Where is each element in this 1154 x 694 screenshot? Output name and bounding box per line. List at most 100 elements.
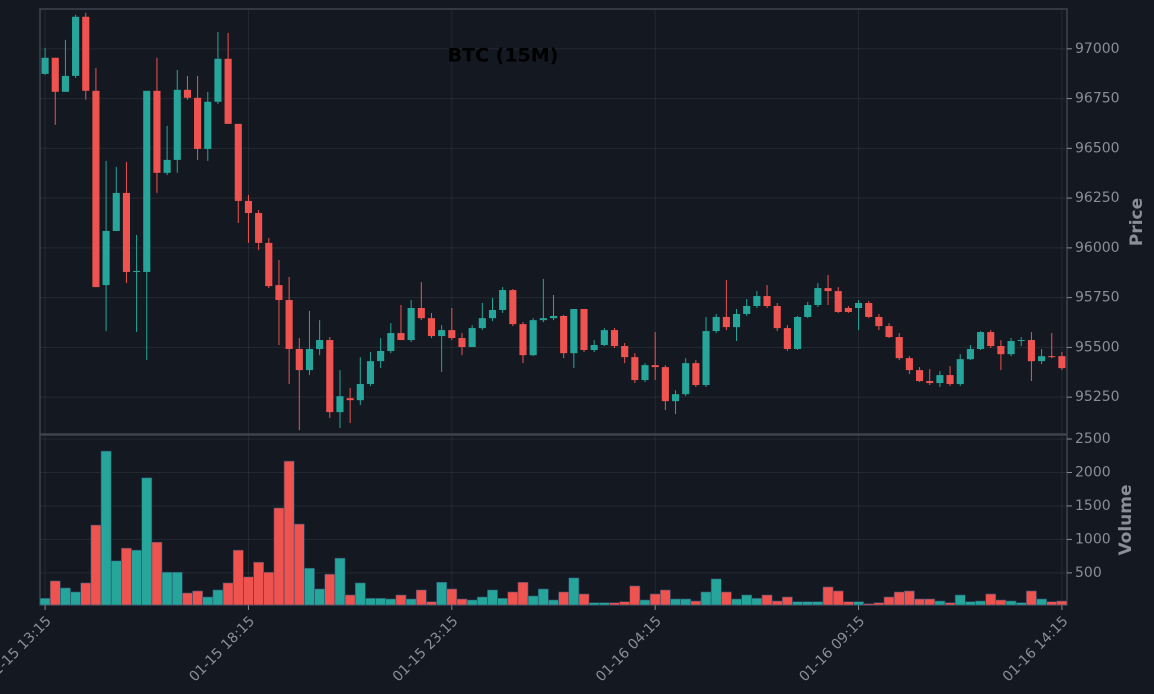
candle-body <box>529 320 537 356</box>
candle-body <box>600 330 608 346</box>
volume-bar <box>751 598 763 606</box>
candle-body <box>478 318 486 329</box>
volume-bar <box>1056 600 1068 606</box>
candle-body <box>153 90 161 173</box>
candle-body <box>173 89 181 160</box>
volume-bar <box>456 598 468 606</box>
candle-body <box>966 349 974 360</box>
volume-bar <box>1015 602 1027 606</box>
volume-bar <box>446 588 458 606</box>
volume-bar <box>426 601 437 606</box>
volume-bar <box>954 594 966 606</box>
candle-body <box>631 357 639 381</box>
volume-bar <box>1046 601 1058 606</box>
volume-bar <box>863 603 875 606</box>
candle-body <box>1027 340 1035 362</box>
volume-bar <box>1005 600 1017 606</box>
volume-bar <box>537 588 549 606</box>
candle-body <box>285 300 293 349</box>
volume-bar <box>812 601 824 606</box>
y-tick-label: 2500 <box>1075 431 1111 447</box>
candle-body <box>814 288 822 306</box>
volume-bar <box>873 602 885 606</box>
candle-body <box>326 340 334 413</box>
volume-bar <box>670 598 681 606</box>
volume-bar <box>771 600 783 606</box>
candle-body <box>397 333 405 341</box>
y-tick-label: 97000 <box>1075 41 1120 57</box>
volume-bar <box>497 598 509 606</box>
candle-body <box>956 359 964 385</box>
candle-body <box>244 200 253 214</box>
candle-body <box>1038 356 1046 362</box>
volume-bar <box>161 571 173 606</box>
volume-bar <box>975 600 986 606</box>
volume-bar <box>995 599 1007 606</box>
volume-bar <box>1036 598 1047 606</box>
y-tick-label: 95250 <box>1075 389 1120 405</box>
candle-body <box>366 361 375 385</box>
candle-body <box>316 340 324 349</box>
candle-body <box>865 303 873 317</box>
volume-bar <box>649 593 661 606</box>
volume-bar <box>680 598 692 606</box>
volume-bar <box>548 599 559 606</box>
candle-body <box>885 326 893 338</box>
candle-body <box>387 333 395 351</box>
volume-bar <box>314 588 326 606</box>
volume-bar <box>243 576 254 606</box>
candle-body <box>651 365 659 368</box>
volume-bar <box>1026 590 1037 606</box>
candle-body <box>682 363 690 395</box>
volume-bar <box>588 602 600 606</box>
volume-bar <box>273 507 285 606</box>
candle-body <box>41 57 49 74</box>
volume-bar <box>781 596 793 606</box>
candle-body <box>763 296 771 307</box>
volume-bar <box>476 596 488 606</box>
y-tick-label: 1500 <box>1075 498 1111 514</box>
y-tick-label: 95500 <box>1075 339 1120 355</box>
volume-bar <box>141 477 153 606</box>
volume-bar <box>232 549 244 606</box>
volume-bar <box>253 561 265 606</box>
volume-bar <box>944 602 956 606</box>
volume-bar <box>822 586 834 606</box>
volume-bar <box>690 600 702 606</box>
volume-bar <box>659 589 671 606</box>
candle-body <box>122 192 130 272</box>
volume-bar <box>466 599 478 606</box>
volume-bar <box>70 591 81 606</box>
candle-body <box>112 192 120 231</box>
candle-body <box>712 316 720 332</box>
volume-bar <box>568 577 580 606</box>
volume-bar <box>375 598 387 606</box>
candle-body <box>438 330 446 337</box>
candle-body <box>977 332 985 349</box>
volume-panel <box>39 434 1068 606</box>
x-tick-label: 01-15 18:15 <box>186 613 258 685</box>
volume-bar <box>578 593 590 606</box>
candle-body <box>458 338 466 348</box>
price-panel <box>39 8 1068 435</box>
volume-bar <box>832 590 844 606</box>
candle-body <box>946 375 954 385</box>
y-axis-label: Price <box>1127 198 1147 246</box>
volume-bar <box>802 601 814 606</box>
candle-body <box>753 296 761 307</box>
candle-body <box>987 332 995 347</box>
x-tick-label: 01-16 09:15 <box>796 613 868 685</box>
candle-body <box>417 307 425 319</box>
candle-body <box>1048 356 1056 358</box>
volume-bar <box>90 524 102 606</box>
candle-body <box>509 290 517 325</box>
candle-body <box>844 307 852 312</box>
candle-body <box>610 330 619 347</box>
candle-body <box>336 396 344 413</box>
volume-bar <box>710 578 722 606</box>
volume-bar <box>131 549 142 606</box>
candle-body <box>997 346 1005 355</box>
y-tick-label: 96000 <box>1075 240 1120 256</box>
volume-bar <box>629 585 641 606</box>
